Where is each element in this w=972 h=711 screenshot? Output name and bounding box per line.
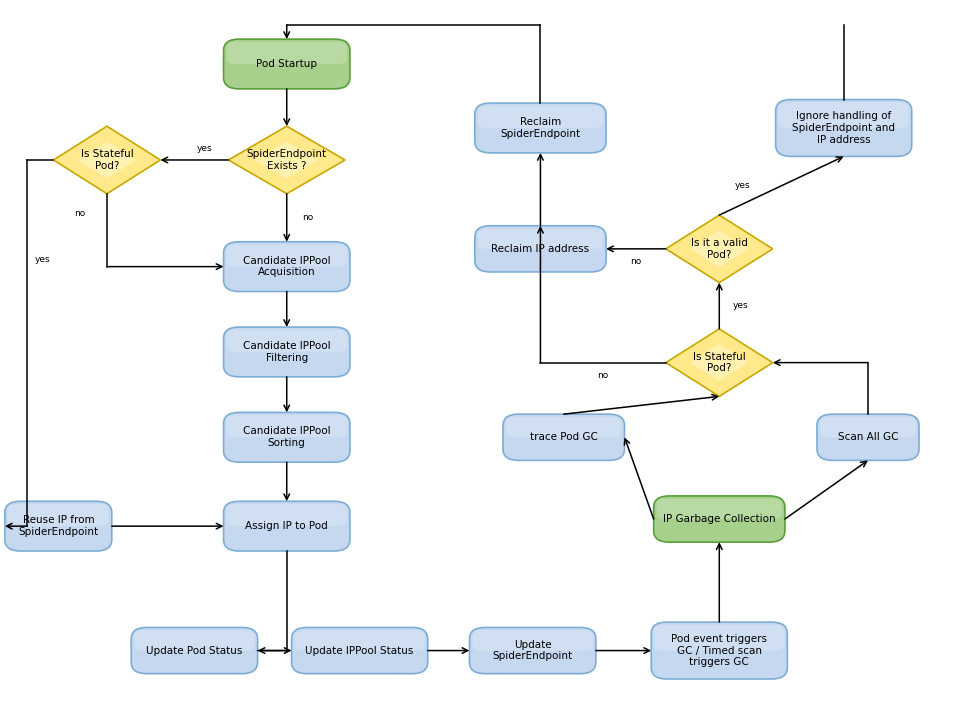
Text: yes: yes <box>35 255 51 264</box>
FancyBboxPatch shape <box>224 242 350 292</box>
FancyBboxPatch shape <box>226 245 347 267</box>
FancyBboxPatch shape <box>656 499 781 519</box>
FancyBboxPatch shape <box>651 622 787 679</box>
FancyBboxPatch shape <box>475 225 607 272</box>
FancyBboxPatch shape <box>292 627 428 674</box>
Text: yes: yes <box>735 181 750 191</box>
FancyBboxPatch shape <box>224 412 350 462</box>
FancyBboxPatch shape <box>131 627 258 674</box>
Text: Candidate IPPool
Sorting: Candidate IPPool Sorting <box>243 427 330 448</box>
FancyBboxPatch shape <box>472 631 593 651</box>
FancyBboxPatch shape <box>8 504 109 526</box>
Polygon shape <box>690 230 748 267</box>
Text: Update Pod Status: Update Pod Status <box>146 646 243 656</box>
FancyBboxPatch shape <box>653 496 785 542</box>
FancyBboxPatch shape <box>779 102 909 128</box>
Polygon shape <box>666 215 773 282</box>
Text: no: no <box>630 257 642 266</box>
Text: Update
SpiderEndpoint: Update SpiderEndpoint <box>493 640 573 661</box>
FancyBboxPatch shape <box>776 100 912 156</box>
Text: Candidate IPPool
Filtering: Candidate IPPool Filtering <box>243 341 330 363</box>
FancyBboxPatch shape <box>226 330 347 352</box>
FancyBboxPatch shape <box>5 501 112 551</box>
FancyBboxPatch shape <box>226 42 347 64</box>
Text: yes: yes <box>733 301 748 310</box>
FancyBboxPatch shape <box>469 627 596 674</box>
Text: no: no <box>74 209 86 218</box>
FancyBboxPatch shape <box>224 501 350 551</box>
Polygon shape <box>53 127 160 193</box>
Text: Update IPPool Status: Update IPPool Status <box>305 646 414 656</box>
Polygon shape <box>690 344 748 381</box>
FancyBboxPatch shape <box>478 106 603 128</box>
FancyBboxPatch shape <box>224 327 350 377</box>
Polygon shape <box>228 127 345 193</box>
Text: IP Garbage Collection: IP Garbage Collection <box>663 514 776 524</box>
FancyBboxPatch shape <box>505 417 622 437</box>
Text: Reclaim IP address: Reclaim IP address <box>492 244 589 254</box>
Text: Assign IP to Pod: Assign IP to Pod <box>245 521 329 531</box>
Text: no: no <box>598 371 608 380</box>
FancyBboxPatch shape <box>503 414 624 461</box>
FancyBboxPatch shape <box>478 229 603 249</box>
FancyBboxPatch shape <box>475 103 607 153</box>
Text: Is it a valid
Pod?: Is it a valid Pod? <box>691 238 747 260</box>
Text: Is Stateful
Pod?: Is Stateful Pod? <box>81 149 133 171</box>
FancyBboxPatch shape <box>654 625 784 651</box>
FancyBboxPatch shape <box>134 631 255 651</box>
Text: Scan All GC: Scan All GC <box>838 432 898 442</box>
FancyBboxPatch shape <box>224 39 350 89</box>
Polygon shape <box>666 328 773 397</box>
Text: Pod event triggers
GC / Timed scan
triggers GC: Pod event triggers GC / Timed scan trigg… <box>672 634 767 667</box>
Polygon shape <box>78 141 136 178</box>
FancyBboxPatch shape <box>295 631 425 651</box>
Text: Candidate IPPool
Acquisition: Candidate IPPool Acquisition <box>243 256 330 277</box>
Text: Reclaim
SpiderEndpoint: Reclaim SpiderEndpoint <box>501 117 580 139</box>
Text: Ignore handling of
SpiderEndpoint and
IP address: Ignore handling of SpiderEndpoint and IP… <box>792 112 895 144</box>
FancyBboxPatch shape <box>820 417 916 437</box>
Text: Reuse IP from
SpiderEndpoint: Reuse IP from SpiderEndpoint <box>18 515 98 537</box>
FancyBboxPatch shape <box>226 415 347 437</box>
Text: no: no <box>302 213 314 223</box>
Text: Pod Startup: Pod Startup <box>257 59 317 69</box>
Text: yes: yes <box>196 144 212 153</box>
FancyBboxPatch shape <box>226 504 347 526</box>
Text: Is Stateful
Pod?: Is Stateful Pod? <box>693 352 746 373</box>
Text: trace Pod GC: trace Pod GC <box>530 432 598 442</box>
Text: SpiderEndpoint
Exists ?: SpiderEndpoint Exists ? <box>247 149 327 171</box>
Polygon shape <box>255 141 319 178</box>
FancyBboxPatch shape <box>816 414 919 461</box>
